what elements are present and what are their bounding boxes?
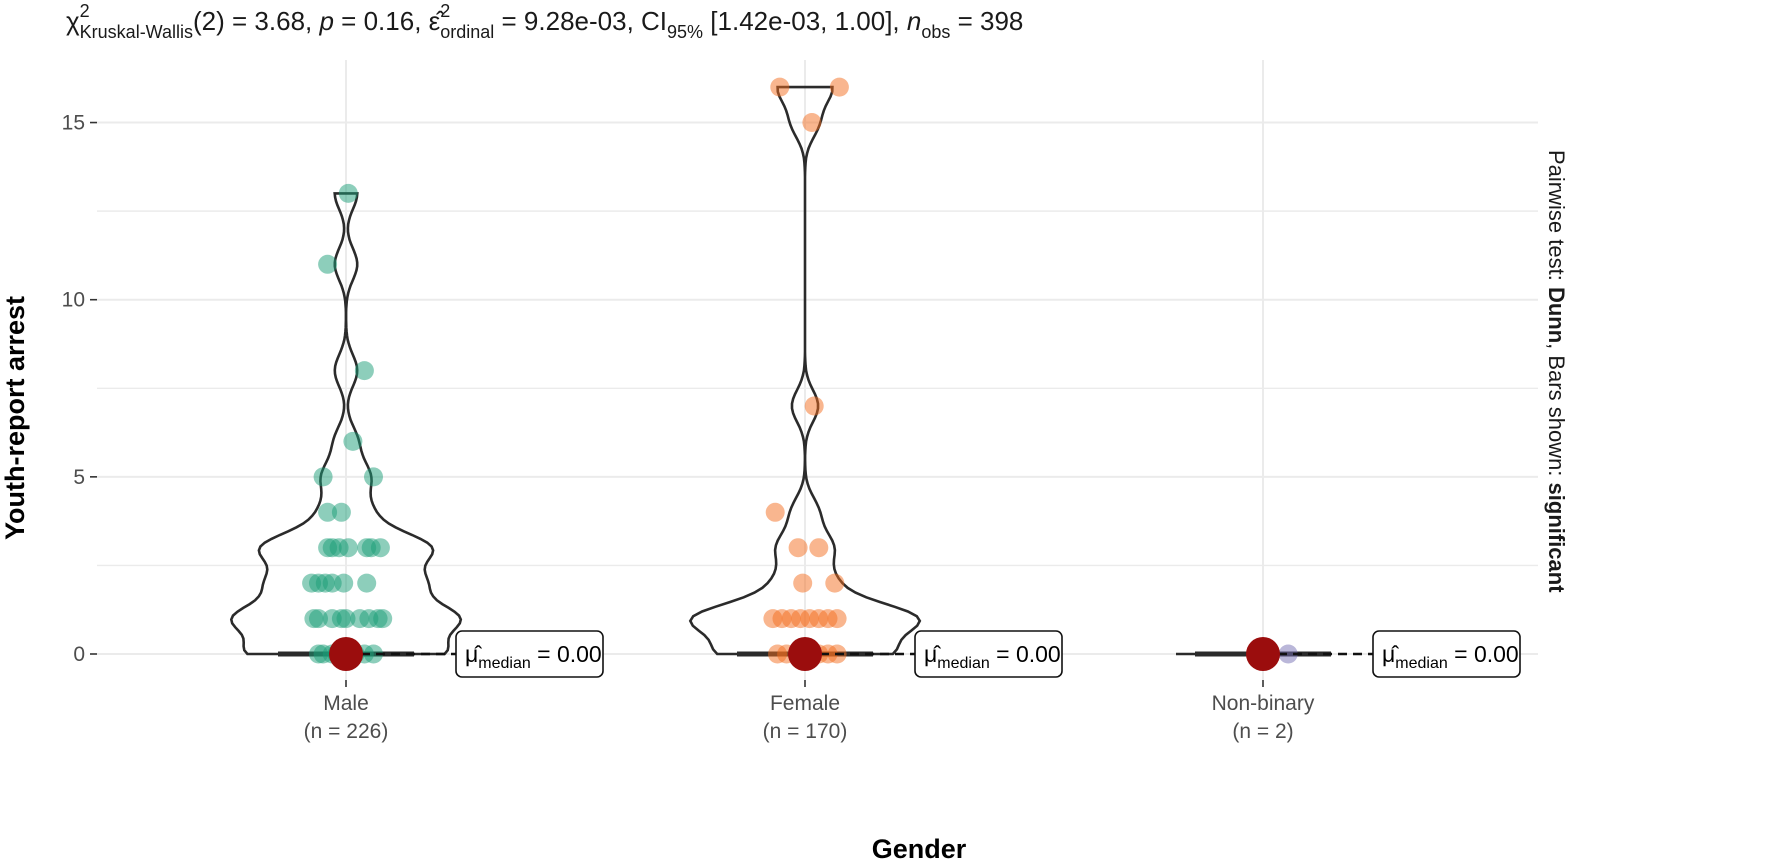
- y-tick-label: 0: [73, 643, 85, 666]
- subtitle-eps-sup: 2: [440, 1, 450, 21]
- caption-test: Dunn: [1544, 287, 1569, 343]
- data-point: [338, 538, 358, 558]
- subtitle-p-value: = 0.16,: [334, 6, 429, 36]
- data-point: [804, 396, 824, 416]
- data-point: [765, 502, 785, 522]
- subtitle-line: χ2 Kruskal-Wallis(2) = 3.68, p = 0.16, ε̂…: [66, 1, 1023, 42]
- y-axis-title: Youth-report arrest: [0, 296, 30, 540]
- y-ticks: 0 5 10 15: [62, 112, 97, 666]
- y-tick-label: 10: [62, 289, 85, 312]
- data-point: [793, 573, 813, 593]
- median-mu: μ̂: [465, 641, 482, 667]
- data-point: [825, 573, 845, 593]
- median-mu: μ̂: [1382, 641, 1399, 667]
- subtitle-ci-sub: 95%: [667, 22, 703, 42]
- data-point: [318, 254, 338, 274]
- data-point: [357, 573, 377, 593]
- median-point: [1246, 637, 1280, 671]
- x-ticks: Male (n = 226) Female (n = 170) Non-binary (n…: [304, 680, 1315, 743]
- median-label: μ̂median = 0.00: [465, 641, 602, 672]
- data-point: [354, 361, 374, 381]
- data-point: [364, 644, 383, 664]
- median-label-box: [1372, 630, 1521, 678]
- subtitle-stat: (2) = 3.68,: [193, 6, 319, 36]
- median-point: [329, 637, 363, 671]
- x-tick-count: (n = 170): [763, 720, 848, 743]
- data-point: [788, 538, 808, 558]
- caption: Pairwise test: Dunn, Bars shown: signifi…: [1544, 150, 1569, 593]
- x-axis-title: Gender: [872, 834, 967, 864]
- subtitle-chi-sup: 2: [80, 1, 90, 21]
- data-point: [364, 467, 383, 487]
- median-sub: median: [1395, 655, 1447, 672]
- data-point: [373, 609, 393, 629]
- data-point: [313, 467, 333, 487]
- data-point: [309, 644, 328, 664]
- subtitle-ci-value: [1.42e-03, 1.00],: [703, 6, 907, 36]
- subtitle-p-label: p: [318, 6, 333, 36]
- caption-line: Pairwise test: Dunn, Bars shown: signifi…: [1544, 150, 1569, 593]
- data-point: [338, 183, 358, 203]
- y-tick-label: 5: [73, 466, 85, 489]
- median-sub: median: [937, 655, 989, 672]
- data-point: [770, 77, 790, 97]
- violins: [229, 85, 1331, 657]
- median-label-box: [455, 630, 604, 678]
- data-point: [809, 538, 829, 558]
- median-label: μ̂median = 0.00: [924, 641, 1061, 672]
- subtitle-eps-sub: ordinal: [440, 22, 494, 42]
- subtitle-chi-sub: Kruskal-Wallis: [80, 22, 193, 42]
- data-point: [1278, 644, 1298, 664]
- data-point: [318, 502, 338, 522]
- subtitle-n-sub: obs: [921, 22, 950, 42]
- data-point: [331, 502, 351, 522]
- medians: μ̂median = 0.00 μ̂median = 0.00 μ̂median =…: [329, 630, 1521, 678]
- median-value: = 0.00: [1448, 641, 1519, 667]
- caption-prefix: Pairwise test:: [1544, 150, 1569, 287]
- subtitle: χ2 Kruskal-Wallis(2) = 3.68, p = 0.16, ε̂…: [66, 1, 1023, 42]
- data-point: [309, 609, 328, 629]
- subtitle-n-value: = 398: [950, 6, 1023, 36]
- data-point: [370, 538, 390, 558]
- x-tick-count: (n = 2): [1232, 720, 1293, 743]
- points: [302, 77, 1298, 664]
- violin-male: [229, 192, 463, 656]
- subtitle-chi: χ: [66, 6, 80, 36]
- median-value: = 0.00: [990, 641, 1061, 667]
- subtitle-eps-value: = 9.28e-03, CI: [494, 6, 667, 36]
- median-mu: μ̂: [924, 641, 941, 667]
- median-sub: median: [478, 655, 530, 672]
- data-point: [827, 609, 847, 629]
- data-point: [802, 113, 822, 132]
- data-point: [829, 77, 849, 97]
- x-tick-count: (n = 226): [304, 720, 389, 743]
- median-point: [788, 637, 822, 671]
- median-value: = 0.00: [531, 641, 602, 667]
- data-point: [343, 431, 363, 451]
- subtitle-n-label: n: [907, 6, 921, 36]
- median-label-box: [914, 630, 1063, 678]
- x-tick-label: Non-binary: [1212, 692, 1315, 715]
- data-point: [334, 573, 354, 593]
- median-label: μ̂median = 0.00: [1382, 641, 1519, 672]
- caption-bars: significant: [1544, 483, 1569, 594]
- data-point: [336, 609, 356, 629]
- caption-middle: , Bars shown:: [1544, 343, 1569, 482]
- x-tick-label: Male: [323, 692, 369, 715]
- x-tick-label: Female: [770, 692, 840, 715]
- y-tick-label: 15: [62, 112, 85, 135]
